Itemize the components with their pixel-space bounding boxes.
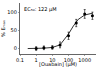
- svg-text:EC₅₀: 122 µM: EC₅₀: 122 µM: [24, 6, 57, 13]
- svg-text:1000: 1000: [78, 57, 91, 63]
- svg-text:100: 100: [7, 9, 17, 15]
- svg-text:[Ouabain] (µM): [Ouabain] (µM): [39, 61, 77, 68]
- svg-text:100: 100: [64, 57, 74, 63]
- svg-text:50: 50: [11, 27, 17, 33]
- svg-text:% Eₘₐₓ: % Eₘₐₓ: [0, 20, 6, 37]
- svg-text:1: 1: [35, 57, 38, 63]
- svg-text:0: 0: [14, 45, 17, 51]
- svg-text:0.1: 0.1: [16, 57, 24, 63]
- svg-text:10: 10: [49, 57, 55, 63]
